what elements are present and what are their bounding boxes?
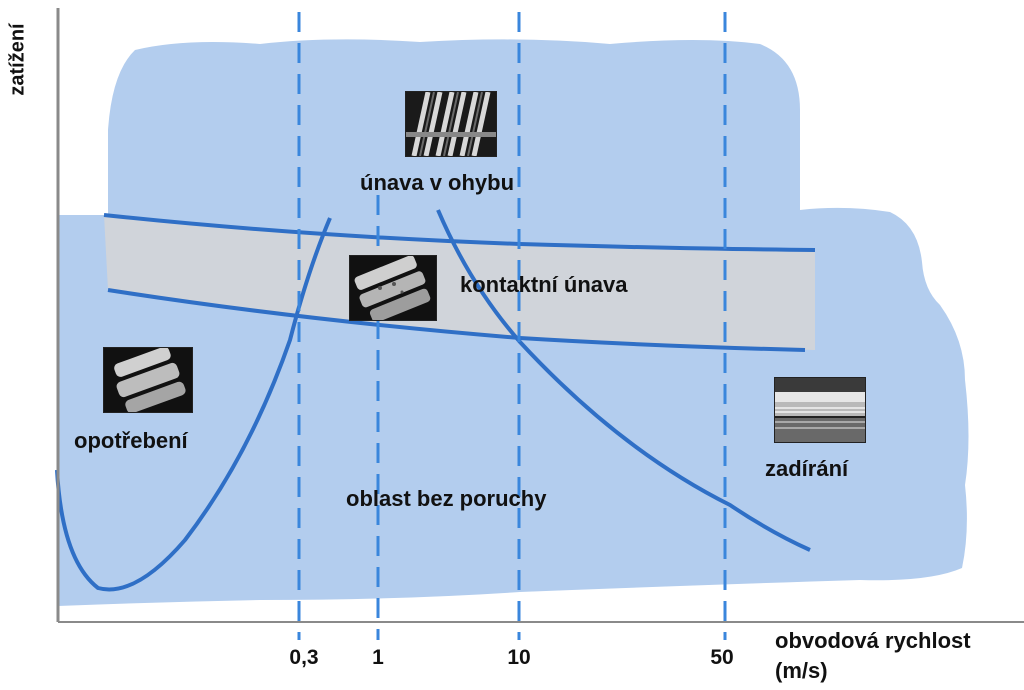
label-scuffing: zadírání (765, 456, 849, 481)
x-tick-50: 50 (710, 646, 734, 669)
gear-teeth-photo-icon (405, 91, 497, 157)
x-tick-1: 1 (372, 646, 384, 669)
y-axis-label: zatížení (6, 23, 29, 96)
scuffed-tooth-photo-icon (774, 377, 866, 443)
x-axis-label: obvodová rychlost (775, 628, 971, 653)
band-lower-curve (107, 288, 806, 352)
label-wear: opotřebení (74, 428, 188, 453)
label-no-failure: oblast bez poruchy (346, 486, 547, 511)
label-bending-fatigue: únava v ohybu (360, 170, 515, 195)
bending-fatigue-curve (436, 209, 811, 552)
x-axis-unit: (m/s) (775, 658, 828, 683)
pitted-tooth-photo-icon (349, 255, 437, 321)
x-tick-0-3: 0,3 (289, 646, 319, 669)
worn-tooth-photo-icon (103, 347, 193, 413)
x-tick-10: 10 (507, 646, 531, 669)
label-contact-fatigue: kontaktní únava (460, 272, 628, 297)
